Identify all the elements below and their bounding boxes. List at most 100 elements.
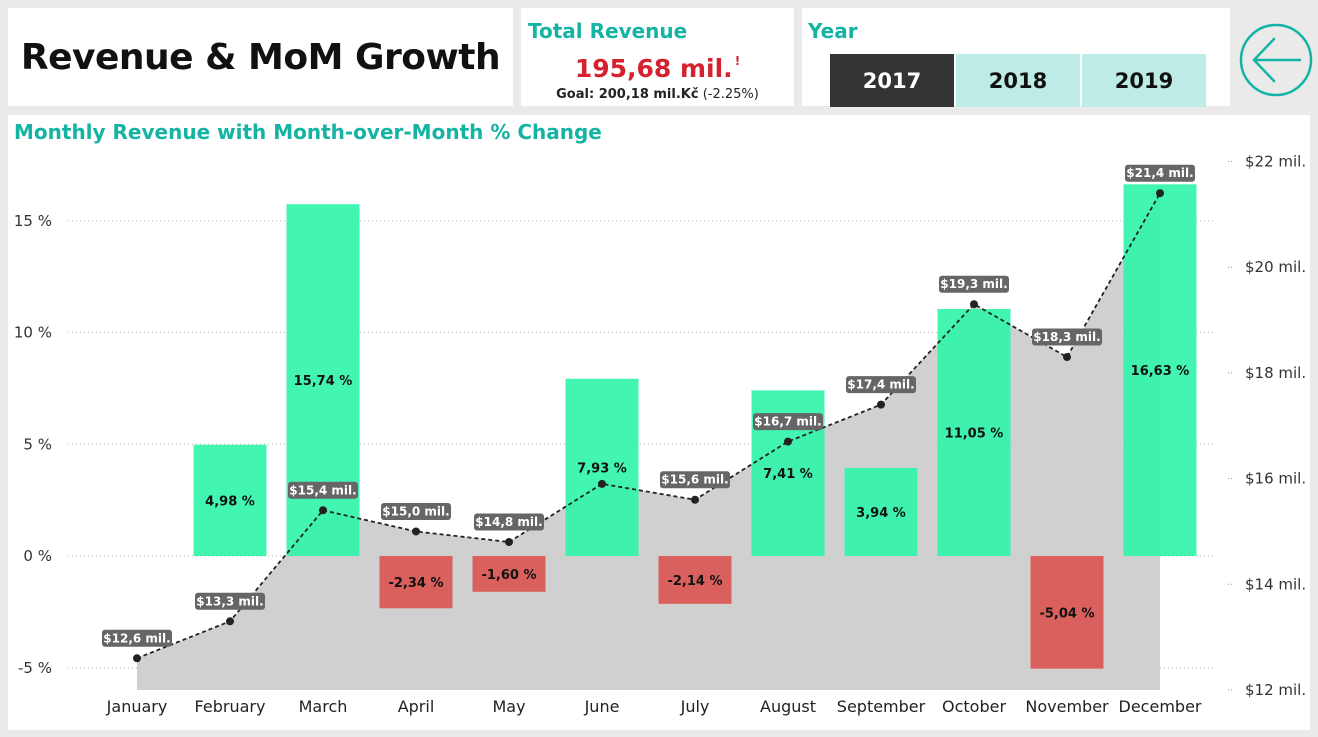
- revenue-label: $13,3 mil.: [196, 594, 263, 608]
- data-labels: 4,98 % 15,74 % -2,34 % -1,60 % 7,93 % -2,14 %…: [102, 164, 1195, 647]
- revenue-label-bg: [1032, 328, 1102, 346]
- mom-bar-label: 7,93 %: [577, 461, 627, 476]
- revenue-label-bg: [846, 376, 916, 394]
- x-axis-tick-label: July: [680, 697, 710, 716]
- right-axis-tick-label: $18 mil.: [1245, 364, 1306, 382]
- axes: -5 % 0 % 5 % 10 % 15 % $12 mil. $14 mil. $16 mi…: [14, 153, 1306, 717]
- revenue-label-bg: [1125, 164, 1195, 182]
- kpi-goal-text: Goal: 200,18 mil.Kč: [556, 87, 699, 102]
- kpi-goal: Goal: 200,18 mil.Kč (-2.25%): [521, 87, 794, 102]
- revenue-point: [319, 506, 327, 515]
- title-card: Revenue & MoM Growth: [8, 8, 513, 106]
- year-option-2018[interactable]: 2018: [956, 54, 1080, 107]
- revenue-label: $15,6 mil.: [661, 473, 728, 487]
- revenue-line: [133, 189, 1164, 663]
- x-axis-tick-label: August: [760, 697, 816, 716]
- mom-bar-label: 15,74 %: [294, 374, 353, 389]
- mom-bar: [472, 556, 546, 592]
- chart-title: Monthly Revenue with Month-over-Month % …: [14, 120, 602, 144]
- mom-bar: [379, 556, 453, 609]
- left-axis-tick-label: 0 %: [23, 547, 52, 565]
- x-axis-tick-label: April: [398, 697, 435, 716]
- mom-bar-label: 11,05 %: [945, 427, 1004, 442]
- mom-bar: [193, 444, 267, 556]
- kpi-value: 195,68 mil.!: [521, 54, 794, 83]
- page-title: Revenue & MoM Growth: [20, 36, 501, 78]
- revenue-point: [784, 437, 792, 446]
- kpi-value-text: 195,68 mil.: [574, 54, 733, 83]
- revenue-point: [1156, 189, 1164, 198]
- x-axis-tick-label: March: [299, 697, 348, 716]
- revenue-point: [412, 527, 420, 536]
- mom-bar: [658, 556, 732, 604]
- arrow-left-circle-icon: [1239, 23, 1313, 97]
- x-axis-tick-label: September: [837, 697, 926, 716]
- kpi-goal-delta: (-2.25%): [702, 87, 759, 102]
- year-option-2017[interactable]: 2017: [830, 54, 954, 107]
- x-axis-tick-label: December: [1119, 697, 1202, 716]
- right-axis-tick-label: $22 mil.: [1245, 153, 1306, 171]
- revenue-label: $19,3 mil.: [940, 277, 1007, 291]
- year-slicer-card: Year 2017 2018 2019: [802, 8, 1230, 107]
- x-axis-tick-label: January: [106, 697, 168, 716]
- warning-icon: !: [734, 54, 741, 68]
- revenue-label: $15,0 mil.: [382, 504, 449, 518]
- left-axis-tick-label: 10 %: [14, 324, 52, 342]
- year-slicer: 2017 2018 2019: [830, 54, 1208, 107]
- revenue-label: $21,4 mil.: [1126, 166, 1193, 180]
- year-option-2019[interactable]: 2019: [1082, 54, 1206, 107]
- x-axis-tick-label: May: [492, 697, 525, 716]
- mom-bar-label: 3,94 %: [856, 506, 906, 521]
- revenue-label: $18,3 mil.: [1033, 330, 1100, 344]
- revenue-label-bg: [474, 513, 544, 531]
- mom-bar: [937, 309, 1011, 556]
- x-axis-tick-label: June: [584, 697, 620, 716]
- revenue-point: [1063, 353, 1071, 362]
- revenue-label-bg: [753, 413, 823, 431]
- mom-bar-label: -2,34 %: [388, 576, 443, 591]
- revenue-line-path: [136, 192, 1161, 660]
- x-axis-tick-label: February: [195, 697, 266, 716]
- revenue-label-bg: [288, 481, 358, 499]
- mom-bar: [1123, 184, 1197, 556]
- mom-bar-label: -2,14 %: [667, 574, 722, 589]
- revenue-point: [133, 654, 141, 663]
- revenue-label-bg: [102, 629, 172, 647]
- revenue-label: $16,7 mil.: [754, 415, 821, 429]
- mom-bar-label: 4,98 %: [205, 494, 255, 509]
- mom-bar-label: -1,60 %: [481, 568, 536, 583]
- mom-bar-label: 7,41 %: [763, 467, 813, 482]
- back-button[interactable]: [1238, 22, 1314, 98]
- left-axis-tick-label: 5 %: [23, 435, 52, 453]
- revenue-label: $17,4 mil.: [847, 378, 914, 392]
- revenue-point: [970, 300, 978, 309]
- right-axis-tick-label: $20 mil.: [1245, 258, 1306, 276]
- revenue-point: [598, 479, 606, 488]
- revenue-label-bg: [381, 502, 451, 520]
- total-revenue-kpi-card: Total Revenue 195,68 mil.! Goal: 200,18 …: [521, 8, 794, 106]
- revenue-label-bg: [939, 275, 1009, 293]
- revenue-label: $12,6 mil.: [103, 631, 170, 645]
- left-axis-tick-label: -5 %: [18, 659, 52, 677]
- mom-bar-label: -5,04 %: [1039, 606, 1094, 621]
- right-axis-tick-label: $12 mil.: [1245, 681, 1306, 699]
- revenue-label-bg: [660, 471, 730, 489]
- left-axis-tick-label: 15 %: [14, 212, 52, 230]
- mom-bar: [844, 467, 918, 556]
- revenue-label-bg: [195, 592, 265, 610]
- x-axis-tick-label: November: [1025, 697, 1109, 716]
- right-axis-tick-label: $14 mil.: [1245, 575, 1306, 593]
- revenue-chart-card: Monthly Revenue with Month-over-Month % …: [8, 115, 1310, 730]
- revenue-label: $15,4 mil.: [289, 483, 356, 497]
- kpi-label: Total Revenue: [528, 19, 688, 43]
- x-axis-tick-label: October: [942, 697, 1006, 716]
- revenue-label: $14,8 mil.: [475, 515, 542, 529]
- mom-bar: [565, 378, 639, 556]
- mom-bar: [1030, 556, 1104, 669]
- year-slicer-label: Year: [808, 19, 858, 43]
- right-axis-tick-label: $16 mil.: [1245, 470, 1306, 488]
- revenue-point: [691, 495, 699, 504]
- revenue-point: [505, 538, 513, 547]
- revenue-point: [877, 400, 885, 409]
